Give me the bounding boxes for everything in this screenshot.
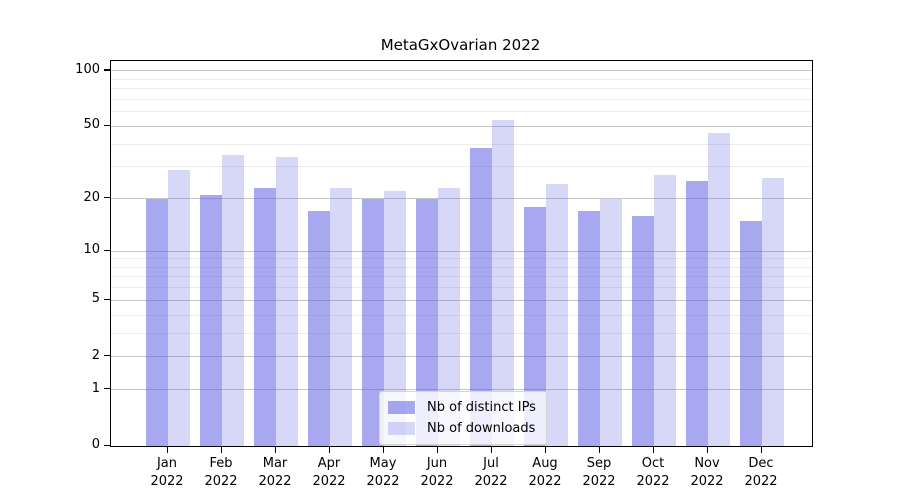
gridline-minor-90 [111, 78, 812, 80]
bar-downloads-sep-2022 [600, 198, 622, 446]
bar-distinct-ips-apr-2022 [308, 211, 330, 446]
gridline-minor-9 [111, 258, 812, 260]
gridline-minor-80 [111, 88, 812, 90]
bar-distinct-ips-mar-2022 [254, 187, 276, 446]
x-tick-label-6: Jun 2022 [420, 456, 454, 489]
bar-distinct-ips-oct-2022 [632, 215, 654, 446]
gridline-minor-3 [111, 332, 812, 334]
y-tick-1 [104, 388, 110, 390]
bar-downloads-mar-2022 [276, 157, 298, 446]
bar-downloads-aug-2022 [546, 184, 568, 446]
x-tick-11 [706, 446, 708, 453]
bar-distinct-ips-sep-2022 [578, 211, 600, 446]
x-tick-2 [220, 446, 222, 453]
bar-downloads-apr-2022 [330, 187, 352, 446]
x-tick-label-8: Aug 2022 [528, 456, 562, 489]
x-tick-4 [328, 446, 330, 453]
y-tick-0 [104, 444, 110, 446]
bar-distinct-ips-jun-2022 [416, 198, 438, 446]
y-tick-20 [104, 197, 110, 199]
gridline-minor-60 [111, 111, 812, 113]
y-tick-100 [104, 69, 110, 71]
x-tick-label-2: Feb 2022 [204, 456, 238, 489]
x-tick-label-3: Mar 2022 [258, 456, 292, 489]
bar-downloads-jun-2022 [438, 187, 460, 446]
y-tick-label-100: 100 [75, 61, 100, 77]
y-tick-label-1: 1 [91, 380, 100, 396]
gridline-minor-40 [111, 143, 812, 145]
bar-distinct-ips-aug-2022 [524, 206, 546, 446]
x-tick-6 [436, 446, 438, 453]
x-tick-3 [274, 446, 276, 453]
gridline-minor-4 [111, 314, 812, 316]
legend-swatch-distinct-ips [388, 401, 415, 414]
legend-label-distinct-ips: Nb of distinct IPs [427, 400, 536, 415]
x-tick-10 [652, 446, 654, 453]
x-tick-12 [760, 446, 762, 453]
bar-distinct-ips-may-2022 [362, 198, 384, 446]
x-tick-8 [544, 446, 546, 453]
legend-swatch-downloads [388, 422, 415, 435]
bar-downloads-nov-2022 [708, 133, 730, 446]
gridline-major-100 [111, 70, 812, 72]
plot-area: Nb of distinct IPs Nb of downloads [110, 60, 813, 447]
y-tick-label-20: 20 [83, 189, 100, 205]
x-tick-label-11: Nov 2022 [690, 456, 724, 489]
bar-downloads-feb-2022 [222, 154, 244, 446]
gridline-major-2 [111, 356, 812, 358]
y-tick-label-2: 2 [91, 347, 100, 363]
x-tick-label-5: May 2022 [366, 456, 400, 489]
y-tick-label-5: 5 [91, 291, 100, 307]
bar-distinct-ips-jul-2022 [470, 148, 492, 446]
bar-downloads-may-2022 [384, 191, 406, 446]
x-tick-label-9: Sep 2022 [582, 456, 616, 489]
y-tick-5 [104, 298, 110, 301]
x-tick-label-10: Oct 2022 [636, 456, 670, 489]
gridline-minor-70 [111, 99, 812, 100]
y-tick-2 [104, 355, 110, 357]
legend: Nb of distinct IPs Nb of downloads [379, 391, 547, 445]
y-tick-label-50: 50 [83, 117, 100, 133]
y-tick-10 [104, 249, 110, 251]
gridline-major-1 [111, 389, 812, 391]
bar-distinct-ips-nov-2022 [686, 181, 708, 446]
x-tick-5 [382, 446, 384, 453]
gridline-minor-30 [111, 166, 812, 168]
legend-item-downloads: Nb of downloads [388, 418, 536, 439]
bar-distinct-ips-feb-2022 [200, 194, 222, 446]
bar-downloads-jul-2022 [492, 120, 514, 446]
y-tick-label-0: 0 [91, 437, 100, 452]
gridline-minor-8 [111, 266, 812, 268]
x-tick-1 [166, 446, 168, 453]
bar-distinct-ips-dec-2022 [740, 220, 762, 446]
bar-downloads-oct-2022 [654, 175, 676, 446]
gridline-major-5 [111, 299, 812, 301]
y-tick-label-10: 10 [83, 242, 100, 258]
x-tick-label-4: Apr 2022 [312, 456, 346, 489]
gridline-minor-6 [111, 287, 812, 289]
bar-downloads-dec-2022 [762, 178, 784, 446]
y-tick-50 [104, 124, 110, 127]
bar-distinct-ips-jan-2022 [146, 198, 168, 446]
gridline-major-10 [111, 250, 812, 252]
x-tick-label-12: Dec 2022 [744, 456, 778, 489]
x-tick-label-1: Jan 2022 [150, 456, 184, 489]
gridline-major-20 [111, 198, 812, 200]
gridline-minor-7 [111, 276, 812, 278]
x-tick-label-7: Jul 2022 [474, 456, 508, 489]
x-tick-7 [490, 446, 492, 453]
gridline-major-50 [111, 125, 812, 127]
bar-downloads-jan-2022 [168, 169, 190, 446]
chart-title: MetaGxOvarian 2022 [380, 36, 541, 54]
legend-label-downloads: Nb of downloads [427, 421, 536, 436]
x-tick-9 [598, 446, 600, 453]
legend-item-distinct-ips: Nb of distinct IPs [388, 397, 536, 418]
